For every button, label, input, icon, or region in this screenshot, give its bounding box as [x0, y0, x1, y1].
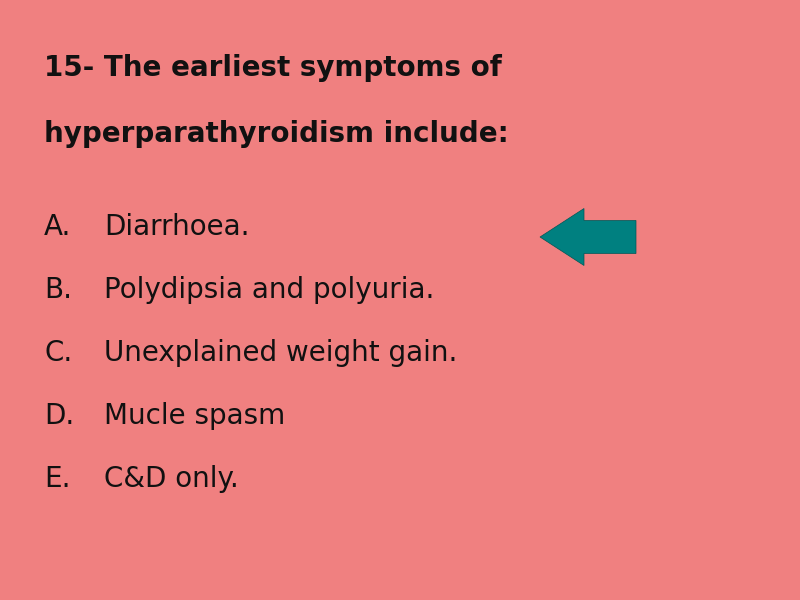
Polygon shape [540, 208, 636, 265]
Text: C&D only.: C&D only. [104, 465, 238, 493]
Text: C.: C. [44, 339, 72, 367]
Text: D.: D. [44, 402, 74, 430]
Text: B.: B. [44, 276, 72, 304]
Text: hyperparathyroidism include:: hyperparathyroidism include: [44, 120, 509, 148]
Text: 15- The earliest symptoms of: 15- The earliest symptoms of [44, 54, 502, 82]
Text: A.: A. [44, 213, 71, 241]
Text: E.: E. [44, 465, 70, 493]
Text: Diarrhoea.: Diarrhoea. [104, 213, 250, 241]
Text: Polydipsia and polyuria.: Polydipsia and polyuria. [104, 276, 434, 304]
Text: Mucle spasm: Mucle spasm [104, 402, 286, 430]
Text: Unexplained weight gain.: Unexplained weight gain. [104, 339, 458, 367]
